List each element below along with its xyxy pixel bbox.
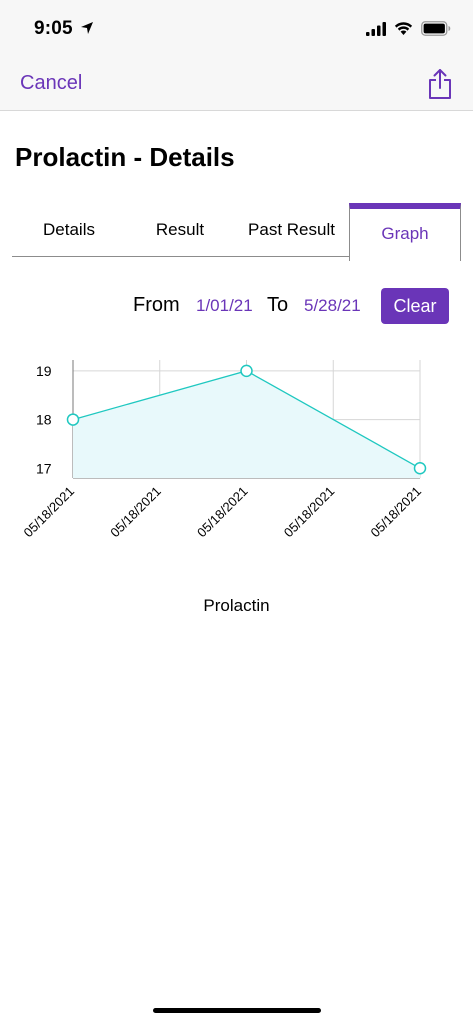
x-tick-label: 05/18/2021: [367, 484, 424, 541]
from-date-picker[interactable]: 1/01/21: [196, 296, 253, 315]
tab-bar: Details Result Past Result Graph: [12, 203, 461, 261]
navigation-bar: Cancel: [0, 58, 473, 111]
to-label: To: [267, 294, 289, 316]
wifi-icon: [394, 22, 413, 35]
y-tick-label: 18: [36, 412, 52, 428]
date-filter: From 1/01/21 To 5/28/21 Clear: [0, 288, 473, 324]
status-time: 9:05: [34, 18, 73, 39]
share-icon[interactable]: [427, 68, 453, 100]
location-arrow-icon: [81, 22, 93, 34]
to-date-picker[interactable]: 5/28/21: [304, 296, 361, 315]
line-chart: 19 18 17 05/18/2021 05/18/2021 05/18/2021 05/1…: [20, 360, 427, 541]
y-tick-label: 19: [36, 363, 52, 379]
data-point: [413, 462, 427, 475]
data-point: [66, 413, 80, 426]
from-label: From: [133, 294, 180, 316]
cellular-signal-icon: [366, 22, 386, 36]
x-tick-label: 05/18/2021: [194, 484, 251, 541]
x-tick-label: 05/18/2021: [20, 484, 77, 541]
battery-icon: [421, 21, 451, 36]
x-tick-label: 05/18/2021: [107, 484, 164, 541]
home-indicator[interactable]: [153, 1008, 321, 1013]
x-tick-label: 05/18/2021: [281, 484, 338, 541]
tab-result[interactable]: Result: [155, 220, 205, 239]
chart-legend-label: Prolactin: [203, 596, 270, 615]
cancel-button[interactable]: Cancel: [20, 72, 83, 94]
data-point: [240, 364, 253, 378]
status-bar: 9:05: [0, 0, 473, 58]
clear-button[interactable]: Clear: [381, 288, 449, 324]
tab-past-result[interactable]: Past Result: [248, 220, 335, 239]
page-title: Prolactin - Details: [15, 142, 235, 172]
tab-details[interactable]: Details: [43, 220, 95, 239]
tabs-divider: [12, 256, 349, 257]
tab-graph[interactable]: Graph: [349, 203, 461, 261]
y-tick-label: 17: [36, 460, 52, 476]
series-area: [73, 370, 420, 478]
